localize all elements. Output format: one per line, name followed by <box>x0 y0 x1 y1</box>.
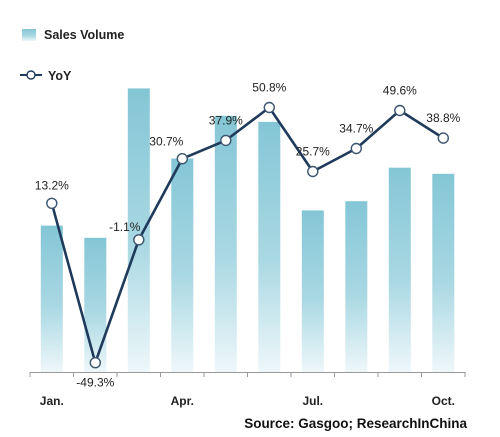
x-tick-label-4: Apr. <box>171 394 194 408</box>
legend-label-sales-volume: Sales Volume <box>44 28 124 42</box>
yoy-point-10 <box>437 132 449 144</box>
bar-7 <box>301 210 324 372</box>
yoy-data-label-2: -49.3% <box>76 376 114 390</box>
yoy-series-line <box>50 106 444 365</box>
x-axis <box>29 372 466 377</box>
source-note: Source: Gasgoo; ResearchInChina <box>244 416 467 431</box>
yoy-line: 13.2% -49.3% -1.1% 30.7% 37.9% 50.8% 25.7% 34.7… <box>35 81 461 390</box>
bar-4 <box>171 158 194 372</box>
bar-6 <box>258 121 281 373</box>
bar-2 <box>84 237 107 372</box>
bar-3 <box>127 88 150 373</box>
yoy-data-label-7: 25.7% <box>296 145 330 159</box>
yoy-data-label-4: 30.7% <box>149 135 183 149</box>
yoy-data-label-10: 38.8% <box>426 111 460 125</box>
yoy-point-4 <box>176 152 189 165</box>
yoy-point-9 <box>394 104 406 117</box>
bar-9 <box>388 167 411 372</box>
yoy-data-label-8: 34.7% <box>339 122 373 136</box>
bar-5 <box>214 115 237 373</box>
x-tick-label-1: Jan. <box>40 394 64 408</box>
bars <box>40 88 455 373</box>
bar-10 <box>432 173 455 373</box>
legend-label-yoy: YoY <box>48 69 72 83</box>
yoy-point-8 <box>350 142 362 155</box>
yoy-data-label-6: 50.8% <box>252 81 286 95</box>
yoy-data-label-9: 49.6% <box>383 84 417 98</box>
legend-swatch-sales-volume <box>22 29 36 41</box>
yoy-data-label-3: -1.1% <box>109 220 141 234</box>
bar-8 <box>345 201 368 372</box>
yoy-point-1 <box>46 197 58 210</box>
yoy-data-label-5: 37.9% <box>209 113 243 127</box>
yoy-point-5 <box>220 134 232 147</box>
yoy-point-2 <box>89 357 102 369</box>
yoy-point-7 <box>307 165 319 178</box>
yoy-data-label-1: 13.2% <box>35 178 69 192</box>
bar-1 <box>40 225 63 372</box>
legend-marker-yoy <box>26 70 36 80</box>
x-tick-label-10: Oct. <box>432 394 455 408</box>
x-tick-labels: Jan. Apr. Jul. Oct. <box>40 394 455 408</box>
yoy-point-6 <box>263 101 275 114</box>
legend: Sales Volume YoY <box>20 28 124 83</box>
yoy-point-3 <box>133 234 145 246</box>
x-tick-label-7: Jul. <box>302 394 323 408</box>
